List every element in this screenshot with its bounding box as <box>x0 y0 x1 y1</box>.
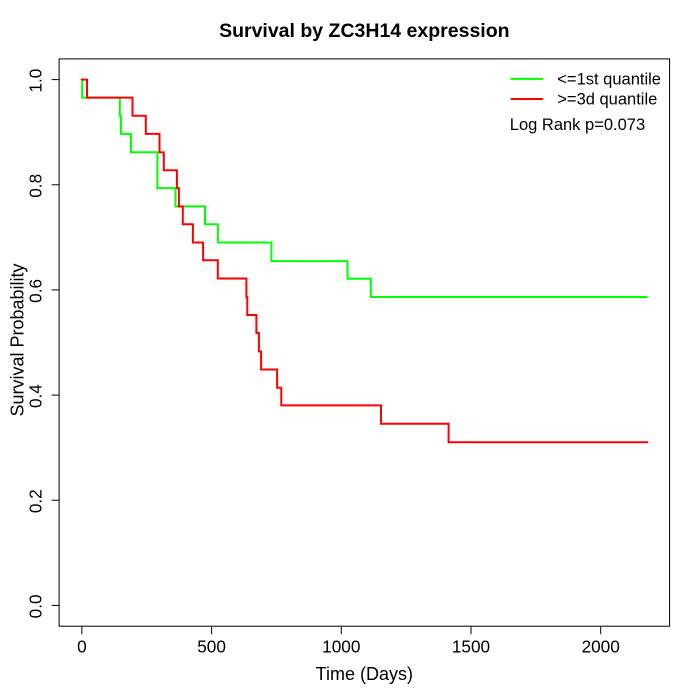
svg-text:500: 500 <box>197 637 226 657</box>
svg-text:Log Rank p=0.073: Log Rank p=0.073 <box>510 116 645 134</box>
svg-text:<=1st quantile: <=1st quantile <box>557 70 661 88</box>
svg-text:Survival by ZC3H14 expression: Survival by ZC3H14 expression <box>219 20 509 42</box>
svg-text:1000: 1000 <box>322 637 360 657</box>
svg-text:Time (Days): Time (Days) <box>316 664 413 684</box>
svg-text:0.6: 0.6 <box>26 279 46 303</box>
svg-text:1500: 1500 <box>452 637 490 657</box>
svg-text:0.4: 0.4 <box>26 384 46 408</box>
svg-text:0: 0 <box>77 637 87 657</box>
svg-text:>=3d quantile: >=3d quantile <box>557 90 657 108</box>
svg-text:0.8: 0.8 <box>26 174 46 198</box>
svg-text:0.0: 0.0 <box>26 594 46 618</box>
svg-text:2000: 2000 <box>582 637 620 657</box>
svg-text:1.0: 1.0 <box>26 69 46 93</box>
svg-text:Survival Probability: Survival Probability <box>8 263 28 416</box>
svg-text:0.2: 0.2 <box>26 489 46 513</box>
